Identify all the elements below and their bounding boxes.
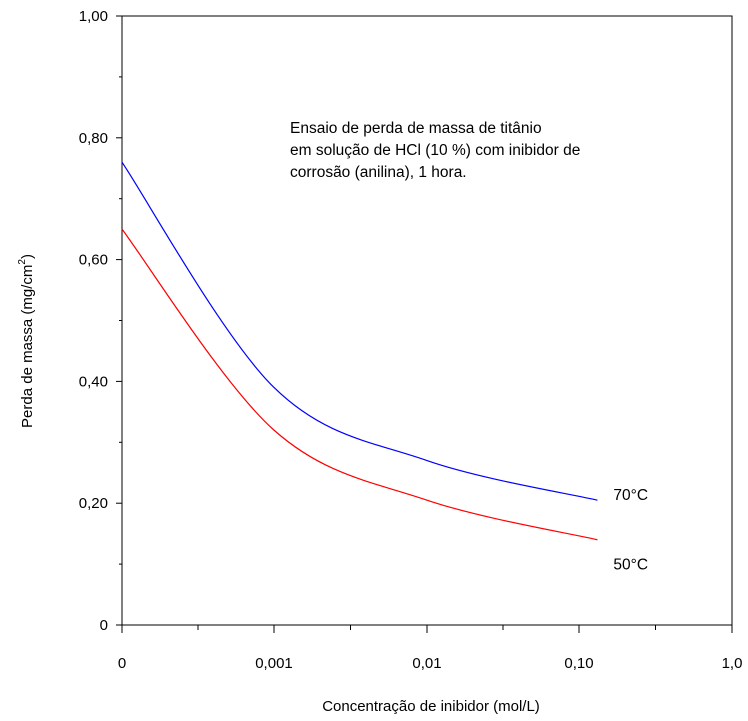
- y-axis-title-close: ): [19, 254, 36, 259]
- x-tick-label: 0,01: [412, 655, 441, 672]
- axis-ticks: [116, 15, 733, 633]
- annotation-line-3: corrosão (anilina), 1 hora.: [290, 164, 467, 181]
- x-tick-label: 0: [118, 655, 126, 672]
- plot-area-border: [121, 15, 733, 626]
- annotation-text: Ensaio de perda de massa de titânio em s…: [290, 120, 585, 181]
- y-axis-title-main: Perda de massa (mg/cm: [19, 265, 36, 428]
- y-tick-label: 0,20: [79, 495, 108, 512]
- x-tick-labels: 0 0,001 0,01 0,10 1,0: [118, 655, 743, 672]
- y-tick-labels: 0 0,20 0,40 0,60 0,80 1,00: [79, 8, 108, 634]
- series-labels: 70°C 50°C: [613, 487, 648, 574]
- x-tick-label: 0,001: [255, 655, 293, 672]
- series-line-70c: [121, 161, 598, 501]
- annotation-line-2: em solução de HCl (10 %) com inibidor de: [290, 142, 580, 159]
- y-axis-title: Perda de massa (mg/cm2): [17, 254, 36, 428]
- y-tick-label: 0,80: [79, 130, 108, 147]
- series-label-70c: 70°C: [613, 487, 648, 504]
- plot-frame: [121, 15, 733, 626]
- y-tick-label: 0,40: [79, 373, 108, 390]
- x-axis-title: Concentração de inibidor (mol/L): [322, 698, 540, 715]
- y-tick-label: 0: [100, 617, 108, 634]
- series-label-50c: 50°C: [613, 557, 648, 574]
- x-tick-label: 0,10: [564, 655, 593, 672]
- series-line-50c: [121, 228, 598, 541]
- annotation-line-1: Ensaio de perda de massa de titânio: [290, 120, 542, 137]
- y-axis-title-sup: 2: [17, 259, 28, 265]
- series-lines: [121, 161, 598, 541]
- y-tick-label: 1,00: [79, 8, 108, 25]
- x-tick-label: 1,0: [722, 655, 743, 672]
- y-tick-label: 0,60: [79, 252, 108, 269]
